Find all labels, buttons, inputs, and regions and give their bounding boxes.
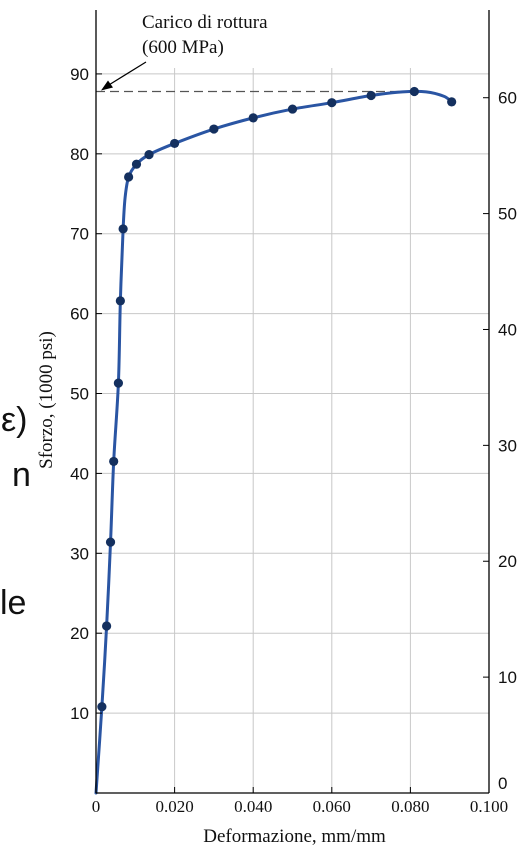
- x-tick-label: 0.020: [155, 797, 193, 816]
- background-text-fragment: ε): [1, 401, 28, 439]
- y-tick-label-left: 20: [70, 624, 89, 643]
- data-point: [209, 124, 219, 134]
- data-point: [115, 296, 125, 306]
- data-point: [327, 98, 337, 108]
- data-point: [144, 150, 154, 160]
- y-tick-label-left: 60: [70, 305, 89, 324]
- x-axis-title: Deformazione, mm/mm: [203, 826, 386, 845]
- y-tick-label-right: 20: [498, 552, 517, 571]
- annotation-arrow-head: [101, 80, 113, 91]
- y-tick-label-left: 50: [70, 385, 89, 404]
- background-text-fragment: le: [0, 584, 27, 622]
- series-curve: [94, 89, 454, 795]
- annotation: Carico di rottura (600 MPa): [101, 12, 268, 91]
- data-point: [248, 113, 258, 123]
- tick-marks: [96, 73, 489, 793]
- y-tick-label-right: 30: [498, 436, 517, 455]
- data-point: [287, 104, 298, 114]
- series-line: [94, 89, 454, 795]
- grid-lines: [96, 68, 489, 793]
- background-text-fragment: n: [12, 456, 31, 494]
- y-tick-label-right: 10: [498, 668, 517, 687]
- data-point: [124, 172, 134, 182]
- y-tick-label-right: 50: [498, 205, 517, 224]
- data-point: [109, 456, 119, 467]
- data-point: [97, 702, 107, 712]
- data-point: [409, 86, 419, 97]
- y-tick-label-left: 80: [70, 145, 89, 164]
- y-tick-label-left: 10: [70, 704, 89, 723]
- x-tick-label: 0: [92, 797, 101, 816]
- x-tick-label: 0.100: [470, 797, 508, 816]
- annotation-text-line1: Carico di rottura: [142, 12, 268, 33]
- y-tick-label-left: 30: [70, 544, 89, 563]
- y-tick-label-left: 90: [70, 65, 89, 84]
- data-point: [102, 621, 112, 631]
- y-tick-label-right: 40: [498, 320, 517, 339]
- tick-labels: 10 20 30 40 50 60 70 80 90 0 10 20 30 40 50 60 0 0.020 0.0…: [36, 65, 517, 845]
- x-tick-label: 0.060: [313, 797, 351, 816]
- x-tick-label: 0.080: [391, 797, 429, 816]
- axes: [95, 10, 490, 794]
- data-point: [118, 224, 128, 234]
- y-tick-label-right: 60: [498, 89, 517, 108]
- data-point: [105, 537, 116, 547]
- data-point: [366, 90, 376, 101]
- annotation-text-line2: (600 MPa): [142, 37, 224, 58]
- data-point: [131, 159, 142, 169]
- y-tick-label-right: 0: [498, 774, 507, 793]
- annotation-arrow-line: [107, 61, 147, 87]
- data-point: [113, 378, 124, 388]
- data-points: [97, 86, 457, 712]
- y-tick-label-left: 70: [70, 225, 89, 244]
- y-tick-label-left: 40: [70, 464, 89, 483]
- data-point: [447, 97, 457, 107]
- x-tick-label: 0.040: [234, 797, 272, 816]
- y-axis-title: Sforzo, (1000 psi): [36, 331, 57, 469]
- data-point: [170, 138, 180, 149]
